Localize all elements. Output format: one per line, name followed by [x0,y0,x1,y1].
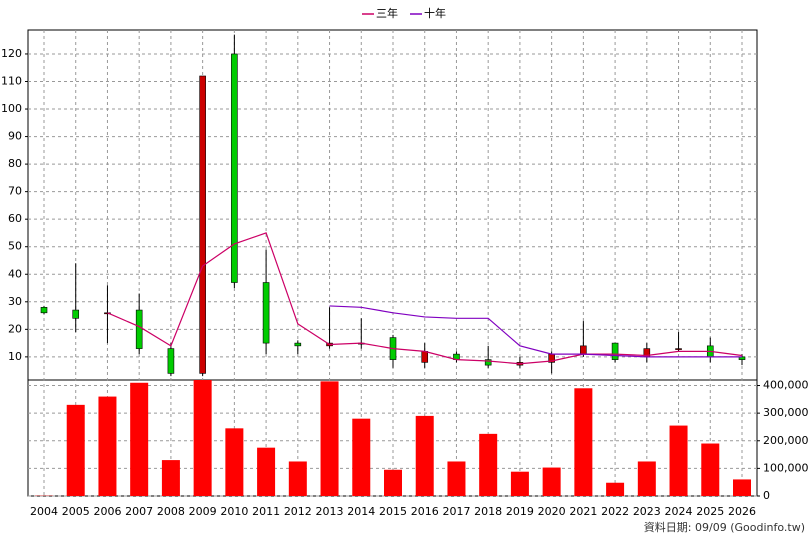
y-tick-label: 50 [8,240,22,253]
y-tick-label: 60 [8,212,22,225]
x-tick-label: 2026 [728,505,756,518]
legend-label: 三年 [376,6,398,20]
legend-label: 十年 [424,6,446,20]
volume-bar [98,396,117,496]
x-tick-label: 2004 [30,505,58,518]
source-note: 資料日期: 09/09 (Goodinfo.tw) [644,520,805,534]
volume-bar [574,388,593,496]
candle-body [294,342,302,347]
y2-tick-label: 100,000 [763,461,808,474]
volume-bar [352,418,371,496]
x-tick-label: 2025 [696,505,724,518]
x-tick-label: 2024 [665,505,693,518]
volume-bar [479,433,498,496]
volume-bar [225,428,244,496]
volume-bar [66,404,85,496]
x-tick-label: 2021 [569,505,597,518]
y2-tick-label: 400,000 [763,379,808,392]
ma-line [329,305,742,358]
y-tick-label: 10 [8,350,22,363]
x-tick-label: 2011 [252,505,280,518]
candle-body [675,348,682,350]
volume-bar [384,469,402,496]
x-tick-label: 2010 [220,505,248,518]
x-tick-label: 2007 [125,505,153,518]
x-tick-label: 2018 [474,505,502,518]
y-tick-label: 20 [8,322,22,335]
volume-bar [510,471,529,496]
y-tick-label: 90 [8,130,22,143]
volume-bar [257,447,276,496]
plot-frame [27,29,758,497]
candle-body [611,342,619,360]
y2-tick-label: 200,000 [763,434,808,447]
volume-bar [542,467,561,496]
x-tick-label: 2016 [411,505,439,518]
volume-bar [415,415,434,496]
candle-body [167,348,175,374]
x-tick-label: 2013 [316,505,344,518]
x-tick-label: 2009 [189,505,217,518]
volume-bar [320,381,339,496]
candle-body [484,359,492,366]
x-tick-label: 2017 [442,505,470,518]
candle-body [231,53,238,283]
y-tick-label: 40 [8,267,22,280]
x-tick-label: 2019 [506,505,534,518]
y-tick-label: 110 [1,74,22,87]
volume-bar [161,460,180,496]
x-tick-label: 2015 [379,505,407,518]
y-tick-label: 120 [1,47,22,60]
x-tick-label: 2022 [601,505,629,518]
x-tick-label: 2023 [633,505,661,518]
x-tick-label: 2006 [93,505,121,518]
x-tick-label: 2014 [347,505,375,518]
volume-bar [733,479,751,496]
y2-tick-label: 0 [763,489,770,502]
candle-body [72,309,80,319]
y-tick-label: 30 [8,295,22,308]
candle-body [421,351,429,363]
volume-bar [447,461,466,496]
volume-bar [288,461,307,496]
candle-body [199,75,206,374]
candle-body [262,282,270,344]
volume-bar [193,380,212,496]
y2-tick-label: 300,000 [763,406,808,419]
y-tick-label: 100 [1,102,22,115]
x-tick-label: 2005 [62,505,90,518]
y-tick-label: 70 [8,185,22,198]
y-tick-label: 80 [8,157,22,170]
volume-bar [606,482,625,496]
x-tick-label: 2008 [157,505,185,518]
volume-bar [637,461,656,496]
candle-body [580,345,587,355]
volume-bar [669,425,688,496]
candle-body [135,309,143,349]
volume-bar [130,382,149,496]
x-tick-label: 2012 [284,505,312,518]
x-tick-label: 2020 [538,505,566,518]
ma-line [107,232,743,365]
volume-bar [701,443,720,496]
candle-body [40,307,48,314]
